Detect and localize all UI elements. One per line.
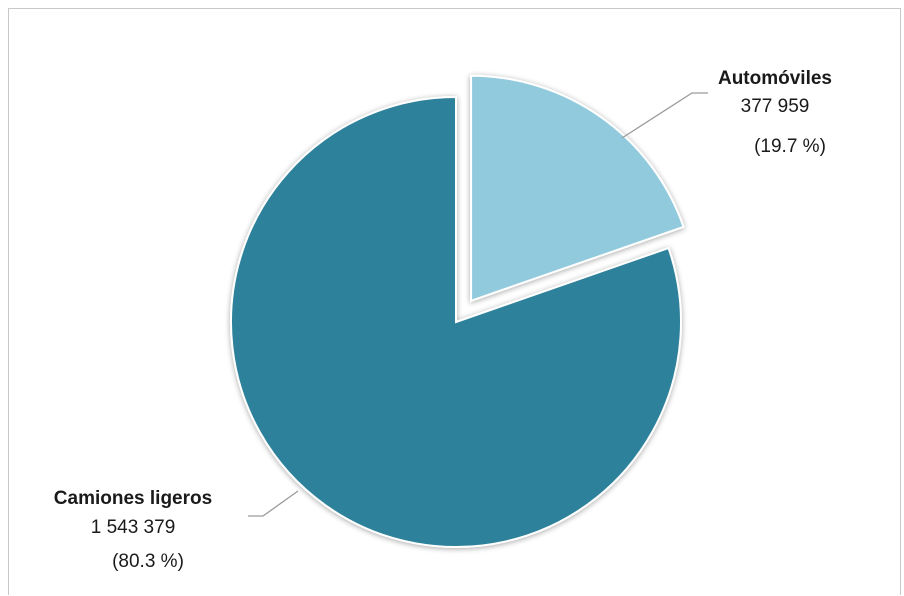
pie-slice-automoviles: [470, 74, 685, 303]
slice-value-automoviles: 377 959: [741, 96, 810, 117]
slice-label-camiones-ligeros: Camiones ligeros: [54, 488, 212, 509]
pie-slice-camiones-ligeros: [230, 95, 682, 548]
leader-line-automoviles: [621, 92, 708, 139]
pie-slices: [230, 74, 685, 548]
data-label-camiones-ligeros: Camiones ligeros 1 543 379 (80.3 %): [54, 488, 212, 572]
slice-percent-automoviles: (19.7 %): [754, 136, 826, 157]
slice-label-automoviles: Automóviles: [718, 68, 832, 89]
slice-percent-camiones-ligeros: (80.3 %): [112, 551, 184, 572]
leader-line-camiones-ligeros: [248, 490, 299, 517]
data-label-automoviles: Automóviles 377 959 (19.7 %): [718, 68, 832, 157]
slice-value-camiones-ligeros: 1 543 379: [91, 517, 176, 538]
